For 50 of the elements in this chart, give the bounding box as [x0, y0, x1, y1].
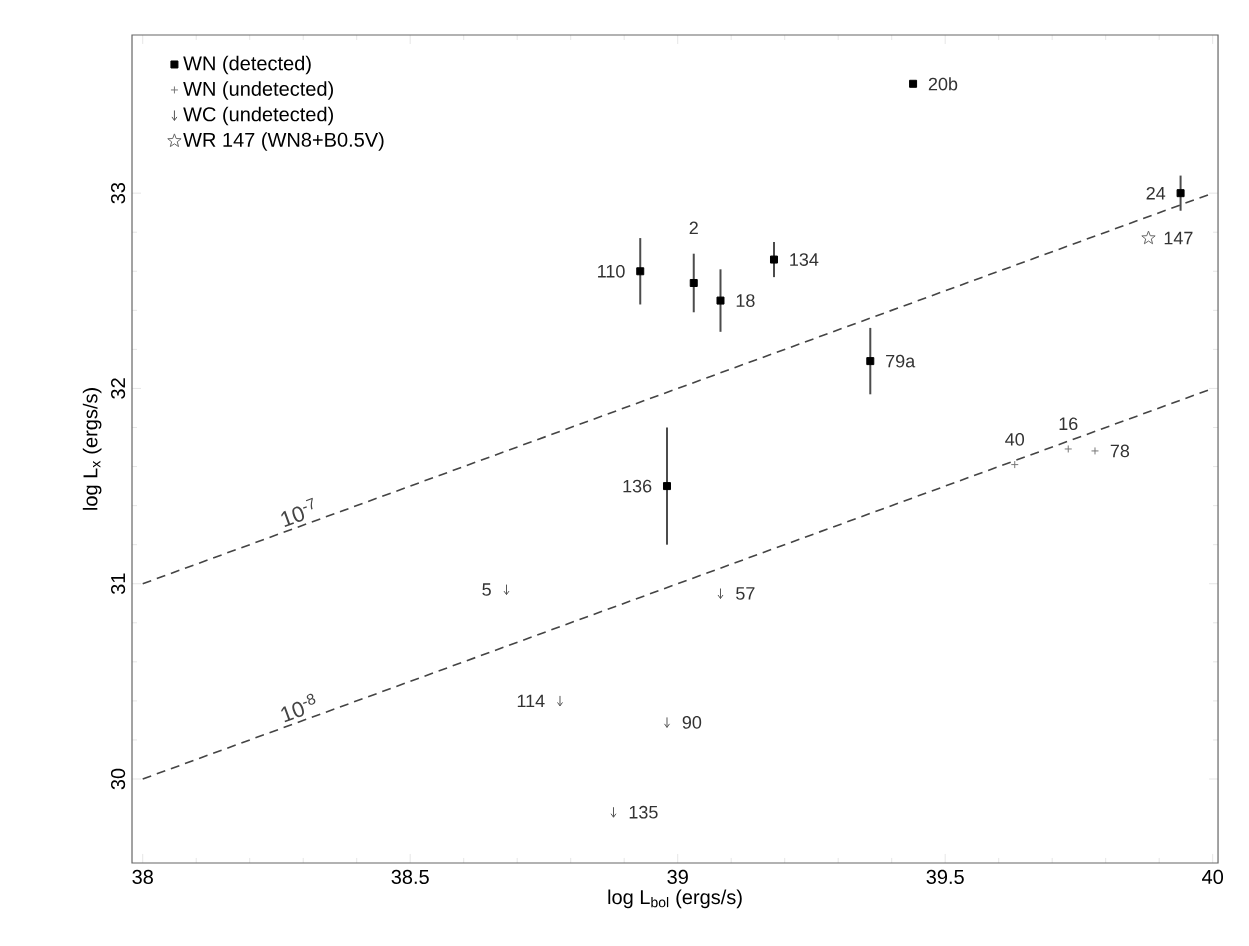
point — [1010, 460, 1019, 469]
point — [610, 813, 617, 818]
annotation: 90 — [682, 716, 702, 729]
legend-label: WC (undetected) — [183, 106, 333, 126]
annotation: 24 — [1146, 186, 1166, 200]
text: 10$^{-7}$ — [281, 497, 313, 528]
point — [1141, 230, 1156, 245]
y-axis-title: log L$_{x}$ (ergs/s) — [82, 388, 102, 510]
annotation: 20b — [928, 77, 958, 91]
point — [1090, 446, 1099, 455]
text: 10$^{-8}$ — [281, 693, 316, 723]
annotation: 147 — [1164, 231, 1193, 245]
point — [1064, 444, 1073, 453]
point — [636, 267, 645, 276]
annotation: 78 — [1110, 444, 1130, 458]
x-tick-label: 40 — [1202, 869, 1224, 885]
x-axis-title: log L$_{bol}$ (ergs/s) — [608, 889, 742, 909]
point — [717, 594, 724, 599]
annotation: 135 — [629, 805, 658, 819]
point — [866, 357, 875, 366]
y-tick-label: 33 — [110, 182, 126, 204]
annotation: 136 — [623, 479, 652, 493]
point — [689, 278, 698, 287]
point — [664, 723, 670, 728]
x-tick-label: 39.5 — [926, 869, 964, 885]
x-tick-label: 38.5 — [391, 869, 429, 885]
annotation: 16 — [1059, 417, 1078, 431]
y-tick-label: 30 — [110, 768, 126, 790]
point — [663, 482, 671, 491]
point — [503, 590, 510, 596]
annotation: 40 — [1005, 433, 1025, 446]
x-tick-label: 38 — [132, 869, 153, 885]
point — [557, 701, 563, 707]
legend-label: WN (detected) — [183, 55, 311, 75]
x-tick-label: 39 — [667, 869, 688, 885]
annotation: 79a — [886, 354, 916, 368]
annotation: 5 — [482, 583, 491, 596]
annotation: 110 — [598, 264, 625, 278]
point — [769, 255, 778, 264]
legend-label: WR 147 (WN8+B0.5V) — [183, 132, 384, 151]
y-tick-label: 32 — [110, 378, 126, 399]
point — [1176, 189, 1185, 198]
annotation: 134 — [790, 253, 819, 266]
point — [716, 296, 725, 305]
annotation: 18 — [736, 294, 755, 307]
annotation: 57 — [736, 587, 755, 600]
annotation: 2 — [689, 221, 698, 235]
legend-label: WN (undetected) — [183, 81, 333, 100]
y-tick-label: 31 — [110, 573, 126, 595]
annotation: 114 — [517, 694, 545, 708]
